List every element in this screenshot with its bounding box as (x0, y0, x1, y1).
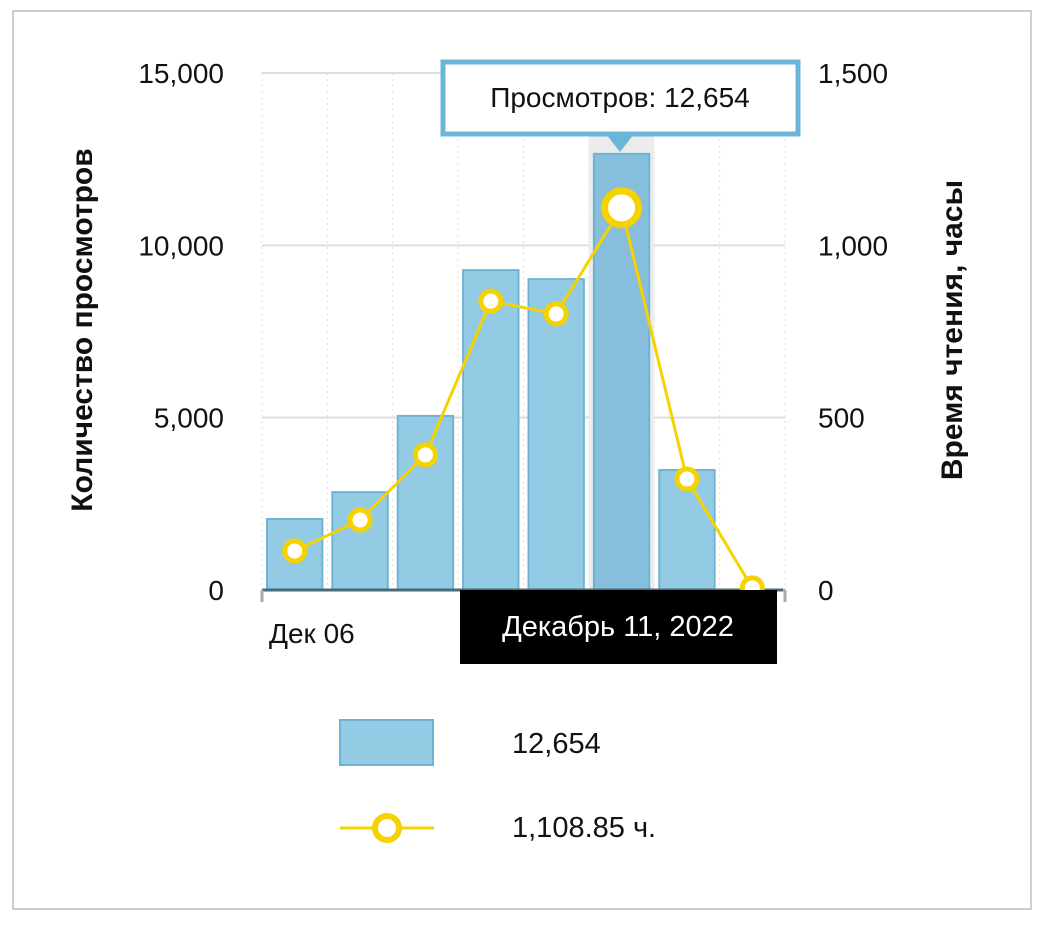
bar[interactable] (462, 269, 520, 591)
y-tick-label: 15,000 (138, 58, 224, 89)
chart-frame (12, 10, 1032, 910)
y-tick-label: 0 (208, 575, 224, 606)
x-axis-tooltip-box (460, 590, 777, 664)
line-point[interactable] (674, 466, 700, 492)
x-tick-label: Дек 06 (269, 618, 355, 649)
legend-line-value: 1,108.85 ч. (512, 812, 657, 844)
line-point[interactable] (478, 288, 504, 314)
line-point[interactable] (543, 301, 569, 327)
x-axis-tooltip-text: Декабрь 11, 2022 (502, 611, 734, 643)
line-point[interactable] (282, 538, 308, 564)
line-point[interactable] (347, 507, 373, 533)
tooltip-pointer (606, 134, 634, 152)
y2-axis-title: Время чтения, часы (936, 180, 969, 480)
legend-bar-swatch[interactable] (339, 719, 434, 766)
y-axis-title: Количество просмотров (66, 148, 99, 511)
tooltip-text: Просмотров: 12,654 (490, 82, 750, 113)
y2-tick-label: 1,000 (818, 230, 888, 261)
y2-tick-label: 1,500 (818, 58, 888, 89)
bar[interactable] (396, 414, 455, 591)
tooltip-box (440, 59, 801, 137)
y-tick-label: 5,000 (154, 403, 224, 434)
line-series-path (294, 203, 754, 589)
y2-tick-label: 500 (818, 403, 865, 434)
line-point[interactable] (601, 187, 643, 229)
line-point[interactable] (412, 442, 438, 468)
bar[interactable] (331, 491, 389, 591)
legend-bar-value: 12,654 (512, 728, 601, 760)
y-tick-label: 10,000 (138, 230, 224, 261)
y2-tick-label: 0 (818, 575, 834, 606)
